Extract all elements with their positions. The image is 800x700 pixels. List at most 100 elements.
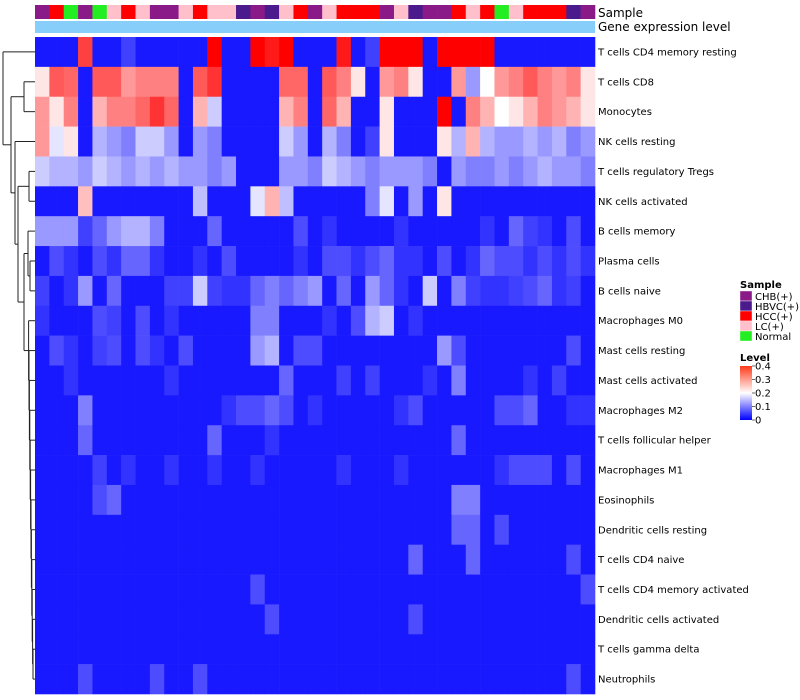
heatmap-cell: [293, 37, 309, 68]
heatmap-cell: [250, 365, 266, 396]
heatmap-cell: [307, 574, 323, 605]
heatmap-cell: [221, 664, 237, 695]
heatmap-cell: [465, 514, 481, 545]
heatmap-cell: [336, 604, 352, 635]
column-annotation-bars: [35, 5, 596, 33]
heatmap-cell: [192, 126, 208, 157]
heatmap-cell: [566, 246, 581, 277]
heatmap-cell: [523, 455, 538, 486]
heatmap-cell: [63, 216, 79, 247]
heatmap-cell: [178, 484, 194, 516]
heatmap-cell: [49, 634, 65, 665]
heatmap-cell: [523, 365, 538, 396]
heatmap-cell: [35, 37, 50, 68]
heatmap-cell: [322, 126, 337, 157]
heatmap-cell: [293, 66, 309, 98]
heatmap-cell: [106, 395, 122, 426]
heatmap-cell: [307, 96, 323, 127]
heatmap-cell: [422, 574, 438, 605]
sample-annotation-cell: [494, 5, 510, 19]
heatmap-cell: [78, 365, 93, 396]
heatmap-cell: [135, 186, 151, 217]
heatmap-cell: [78, 126, 93, 157]
sample-annotation-cell: [379, 5, 395, 19]
heatmap-cell: [422, 664, 438, 695]
heatmap-cell: [178, 455, 194, 486]
sample-annotation-cell: [566, 5, 581, 19]
heatmap-cell: [221, 514, 237, 545]
heatmap-cell: [78, 514, 93, 545]
heatmap-cell: [537, 664, 553, 695]
heatmap-cell: [494, 455, 510, 486]
heatmap-cell: [264, 305, 280, 336]
heatmap-cell: [236, 96, 251, 127]
heatmap-cell: [480, 574, 495, 605]
heatmap-cell: [178, 275, 194, 307]
heatmap-cell: [551, 335, 567, 366]
sample-annotation-cell: [250, 5, 266, 19]
sample-annotation-cell: [106, 5, 122, 19]
heatmap-cell: [465, 395, 481, 426]
heatmap-cell: [293, 514, 309, 545]
heatmap-cell: [221, 425, 237, 456]
heatmap-cell: [236, 634, 251, 665]
sample-annotation-cell: [322, 5, 337, 19]
sample-annotation-cell: [92, 5, 108, 19]
heatmap-cell: [221, 335, 237, 366]
heatmap-cell: [465, 484, 481, 516]
heatmap-cell: [92, 484, 108, 516]
heatmap-cell: [78, 484, 93, 516]
heatmap-cell: [192, 395, 208, 426]
heatmap-cell: [106, 544, 122, 575]
heatmap-cell: [92, 514, 108, 545]
heatmap-cell: [580, 514, 596, 545]
heatmap-cell: [149, 365, 165, 396]
row-label: Plasma cells: [598, 256, 660, 267]
heatmap-cell: [393, 664, 409, 695]
heatmap-cell: [221, 455, 237, 486]
heatmap-cell: [465, 604, 481, 635]
heatmap-cell: [523, 574, 538, 605]
heatmap-cell: [336, 126, 352, 157]
heatmap-cell: [422, 604, 438, 635]
heatmap-cell: [480, 246, 495, 277]
heatmap-cell: [135, 156, 151, 187]
heatmap-cell: [164, 484, 179, 516]
heatmap-cell: [164, 246, 179, 277]
heatmap-cell: [178, 664, 194, 695]
heatmap-cell: [250, 544, 266, 575]
heatmap-cell: [236, 425, 251, 456]
heatmap-cell: [279, 664, 294, 695]
heatmap-cell: [508, 484, 524, 516]
heatmap-cell: [494, 335, 510, 366]
heatmap-cell: [465, 664, 481, 695]
heatmap-cell: [35, 484, 50, 516]
heatmap-cell: [451, 425, 467, 456]
heatmap-cell: [178, 216, 194, 247]
heatmap-cell: [551, 156, 567, 187]
heatmap-cell: [451, 395, 467, 426]
heatmap-cell: [221, 246, 237, 277]
heatmap-cell: [551, 275, 567, 307]
heatmap-cell: [480, 335, 495, 366]
heatmap-cell: [63, 544, 79, 575]
heatmap-cell: [250, 425, 266, 456]
heatmap-cell: [537, 246, 553, 277]
heatmap-cell: [451, 574, 467, 605]
heatmap-cell: [451, 156, 467, 187]
heatmap-cell: [580, 425, 596, 456]
heatmap-cell: [437, 395, 452, 426]
heatmap-cell: [551, 216, 567, 247]
heatmap-cell: [379, 216, 395, 247]
heatmap-cell: [566, 514, 581, 545]
heatmap-cell: [307, 66, 323, 98]
heatmap-cell: [551, 634, 567, 665]
heatmap-cell: [350, 186, 366, 217]
heatmap-cell: [480, 514, 495, 545]
heatmap-cell: [121, 365, 136, 396]
heatmap-cell: [523, 664, 538, 695]
heatmap-cell: [106, 425, 122, 456]
legend-swatch: [739, 300, 753, 312]
heatmap-cell: [580, 484, 596, 516]
heatmap-cell: [494, 156, 510, 187]
